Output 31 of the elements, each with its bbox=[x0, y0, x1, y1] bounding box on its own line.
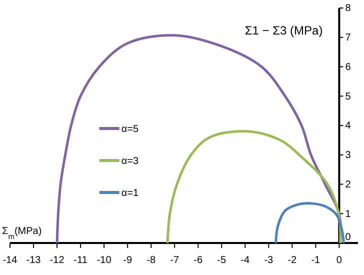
y-tick-label: 0 bbox=[345, 232, 352, 243]
y-tick-label: 2 bbox=[345, 179, 352, 190]
y-tick-label: 5 bbox=[345, 91, 352, 102]
y-axis-title: Σ1 − Σ3 (MPa) bbox=[244, 23, 323, 38]
line-series bbox=[166, 130, 342, 244]
legend-label: α=3 bbox=[121, 156, 139, 167]
y-tick-label: 4 bbox=[345, 120, 352, 132]
x-tick-label: -11 bbox=[74, 255, 88, 266]
x-tick-label: -5 bbox=[217, 255, 226, 266]
y-tick-label: 6 bbox=[345, 62, 352, 73]
x-tick-label: 0 bbox=[336, 255, 342, 266]
y-tick-label: 7 bbox=[345, 32, 352, 44]
x-tick-label: -7 bbox=[170, 255, 180, 266]
x-axis-title: Σ$_{m}$(MPa) bbox=[2, 226, 42, 240]
x-tick-label: -8 bbox=[146, 255, 156, 266]
legend-label: α=5 bbox=[121, 124, 139, 135]
x-tick-label: -13 bbox=[26, 255, 42, 266]
x-tick-label: -14 bbox=[2, 255, 18, 266]
x-tick-label: -12 bbox=[50, 255, 65, 266]
y-tick-label: 3 bbox=[345, 150, 352, 162]
x-tick-label: -4 bbox=[240, 255, 250, 266]
x-tick-label: -10 bbox=[96, 255, 112, 266]
x-tick-label: -6 bbox=[194, 255, 203, 266]
x-tick-label: -2 bbox=[288, 255, 298, 266]
x-tick-label: -3 bbox=[264, 255, 274, 266]
legend-label: α=1 bbox=[121, 188, 139, 199]
x-tick-label: -1 bbox=[311, 255, 321, 266]
line-series bbox=[274, 202, 346, 244]
y-tick-label: 1 bbox=[345, 208, 352, 220]
x-tick-label: -9 bbox=[123, 255, 132, 266]
y-tick-label: 8 bbox=[345, 3, 352, 14]
